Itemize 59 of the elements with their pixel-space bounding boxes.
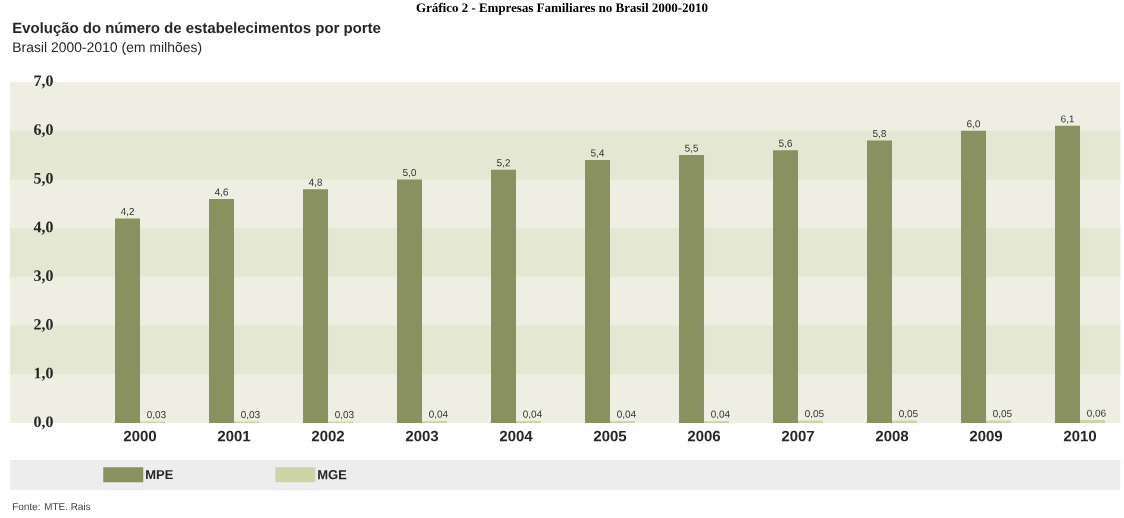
bar bbox=[115, 218, 141, 423]
data-label: 0,04 bbox=[617, 410, 636, 419]
data-label: 4,6 bbox=[214, 188, 228, 197]
data-label: 0,06 bbox=[1087, 409, 1106, 418]
x-tick-label: 2004 bbox=[499, 430, 533, 442]
data-label: 0,05 bbox=[993, 410, 1012, 419]
data-label: 5,0 bbox=[402, 168, 417, 178]
data-label: 6,1 bbox=[1061, 115, 1074, 124]
legend-label: MGE bbox=[318, 470, 347, 480]
data-label: 0,05 bbox=[899, 410, 918, 419]
data-label: 5,2 bbox=[496, 159, 510, 168]
x-tick-label: 2009 bbox=[969, 430, 1003, 442]
source-note: Fonte: MTE. Rais bbox=[13, 502, 91, 511]
x-tick-label: 2010 bbox=[1063, 430, 1097, 442]
data-label: 6,0 bbox=[967, 120, 981, 129]
bar bbox=[209, 198, 235, 423]
x-tick-label: 2001 bbox=[217, 430, 251, 442]
data-label: 4,2 bbox=[120, 207, 134, 217]
y-tick-label: 3,0 bbox=[34, 270, 53, 284]
data-label: 5,8 bbox=[873, 130, 887, 139]
y-tick-label: 7,0 bbox=[34, 75, 53, 89]
bar bbox=[679, 155, 705, 423]
bar bbox=[961, 130, 987, 423]
bar bbox=[773, 150, 799, 423]
data-label: 0,04 bbox=[711, 410, 730, 419]
bar bbox=[867, 140, 893, 423]
x-tick-label: 2000 bbox=[123, 430, 156, 442]
bar bbox=[585, 159, 611, 423]
x-tick-label: 2002 bbox=[311, 430, 345, 442]
bar bbox=[1080, 420, 1106, 423]
data-label: 5,6 bbox=[779, 139, 793, 148]
x-tick-label: 2007 bbox=[781, 430, 814, 442]
text: Gráfico 2 - Empresas Familiares no Brasil 2000-2010 bbox=[416, 2, 708, 15]
chart-subtitle: Brasil 2000-2010 (em milhões) bbox=[13, 41, 202, 55]
data-label: 0,03 bbox=[335, 411, 354, 420]
x-tick-label: 2003 bbox=[405, 430, 439, 442]
bar bbox=[491, 169, 517, 423]
bar bbox=[397, 179, 423, 423]
data-label: 5,5 bbox=[685, 144, 699, 153]
y-tick-label: 2,0 bbox=[34, 319, 53, 333]
data-label: 0,03 bbox=[147, 411, 166, 420]
data-label: 5,4 bbox=[590, 149, 605, 158]
data-label: 0,03 bbox=[241, 411, 260, 420]
bar bbox=[1055, 125, 1081, 423]
chart-title: Evolução do número de estabelecimentos por porte bbox=[13, 22, 381, 37]
data-label: 0,04 bbox=[429, 410, 448, 419]
y-tick-label: 6,0 bbox=[34, 124, 53, 138]
data-label: 4,8 bbox=[308, 178, 323, 187]
data-label: 0,05 bbox=[805, 410, 824, 419]
y-tick-label: 4,0 bbox=[33, 221, 53, 235]
bar bbox=[303, 189, 329, 423]
y-tick-label: 5,0 bbox=[34, 172, 53, 186]
y-tick-label: 1,0 bbox=[34, 367, 53, 381]
x-tick-label: 2005 bbox=[593, 430, 627, 442]
x-tick-label: 2008 bbox=[875, 430, 909, 442]
legend-label: MPE bbox=[146, 470, 173, 480]
data-label: 0,04 bbox=[523, 410, 542, 419]
y-tick-label: 0,0 bbox=[34, 416, 53, 430]
x-tick-label: 2006 bbox=[687, 430, 721, 442]
